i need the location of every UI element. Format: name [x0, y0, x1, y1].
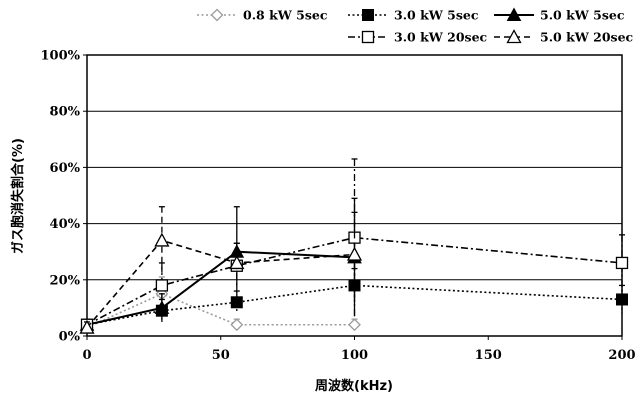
x-tick-label-2: 100	[341, 348, 368, 363]
series-3-point-4	[615, 256, 629, 270]
y-tick-label-3: 60%	[50, 161, 81, 176]
legend-swatch-marker-3	[361, 30, 375, 44]
legend-label-0: 0.8 kW 5sec	[243, 8, 328, 23]
y-axis-title: ガス胞消失割合(%)	[10, 138, 26, 254]
y-tick-label-2: 40%	[50, 217, 81, 232]
series-4-point-3	[346, 246, 363, 261]
series-2-line	[86, 250, 355, 326]
x-tick-label-4: 200	[608, 348, 635, 363]
legend-swatch-marker-1	[362, 9, 374, 21]
legend-label-1: 3.0 kW 5sec	[394, 8, 479, 23]
series-2-point-1	[154, 300, 170, 314]
x-axis-title: 周波数(kHz)	[315, 378, 393, 394]
series-0-point-3	[348, 318, 361, 332]
series-1-point-4	[616, 293, 628, 306]
series-3-line	[86, 236, 623, 326]
legend-label-2: 5.0 kW 5sec	[540, 8, 625, 23]
legend-item-4: 5.0 kW 20sec	[494, 29, 634, 45]
legend: 0.8 kW 5sec 3.0 kW 5sec 5.0 kW 5sec 3.0 kW …	[197, 7, 634, 45]
legend-swatch-marker-0	[210, 8, 224, 22]
series-4-point-1	[154, 232, 170, 247]
series-1-point-2	[230, 296, 243, 309]
y-tick-label-4: 80%	[50, 105, 81, 120]
legend-item-1: 3.0 kW 5sec	[348, 8, 479, 23]
series-4-point-0	[79, 319, 95, 334]
legend-swatch-marker-2	[506, 7, 522, 21]
series-4	[79, 206, 363, 334]
y-tick-label-5: 100%	[41, 49, 81, 64]
x-axis-ticks: 0 50 100 150 200	[82, 336, 636, 363]
x-tick-label-1: 50	[212, 348, 230, 363]
y-tick-label-1: 20%	[50, 273, 81, 288]
x-tick-label-0: 0	[82, 348, 91, 363]
series-4-point-2	[229, 255, 245, 270]
series-0-point-2	[230, 318, 244, 332]
legend-item-0: 0.8 kW 5sec	[197, 8, 328, 23]
series-1-line	[86, 284, 623, 326]
legend-label-4: 5.0 kW 20sec	[540, 30, 634, 45]
series-layer	[79, 158, 629, 334]
legend-swatch-marker-4	[506, 29, 522, 44]
legend-item-2: 5.0 kW 5sec	[494, 7, 625, 23]
y-tick-label-0: 0%	[59, 330, 81, 345]
series-0-line	[86, 292, 355, 329]
legend-item-3: 3.0 kW 20sec	[348, 30, 488, 45]
x-tick-label-3: 150	[475, 348, 502, 363]
y-axis-ticks: 0% 20% 40% 60% 80% 100%	[41, 49, 87, 345]
series-4-line	[86, 239, 355, 329]
legend-label-3: 3.0 kW 20sec	[394, 30, 488, 45]
series-3-point-1	[155, 279, 169, 292]
